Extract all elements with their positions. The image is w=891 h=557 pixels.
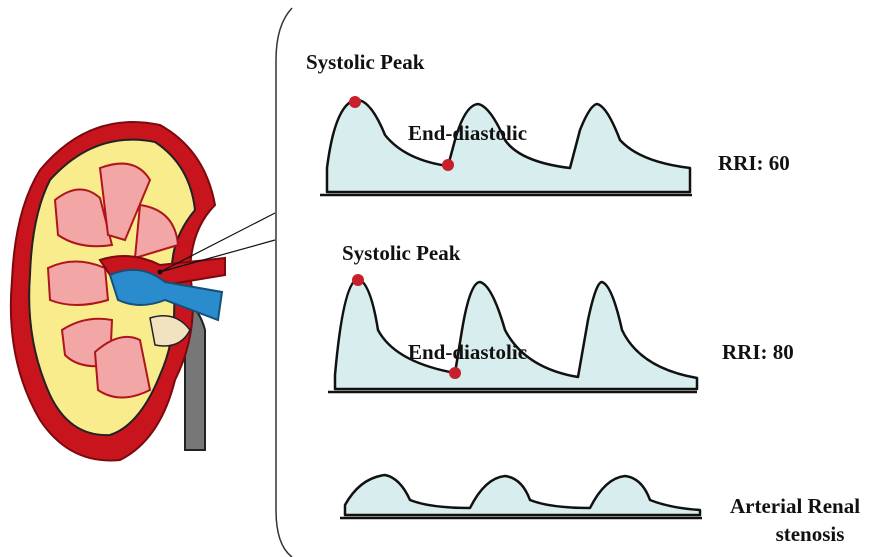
waveform-panel: Arterial Renal stenosis: [340, 475, 860, 546]
bracket: [276, 8, 292, 557]
diastolic-marker: [449, 367, 461, 379]
waveform-panel: Systolic Peak End-diastolic RRI: 80: [328, 241, 794, 392]
index-label: RRI: 60: [718, 151, 790, 175]
waveform: [327, 100, 690, 192]
condition-label: stenosis: [776, 522, 845, 546]
diagram: Systolic Peak End-diastolic RRI: 60 Syst…: [0, 0, 891, 557]
kidney-illustration: [11, 122, 275, 461]
diastolic-label: End-diastolic: [408, 121, 527, 145]
diastolic-label: End-diastolic: [408, 340, 527, 364]
peak-label: Systolic Peak: [342, 241, 461, 265]
peak-marker: [352, 274, 364, 286]
index-label: RRI: 80: [722, 340, 794, 364]
peak-marker: [349, 96, 361, 108]
waveform: [345, 475, 700, 515]
waveform-panel: Systolic Peak End-diastolic RRI: 60: [306, 50, 790, 195]
waveform: [335, 279, 697, 389]
peak-label: Systolic Peak: [306, 50, 425, 74]
condition-label: Arterial Renal: [730, 494, 860, 518]
diastolic-marker: [442, 159, 454, 171]
